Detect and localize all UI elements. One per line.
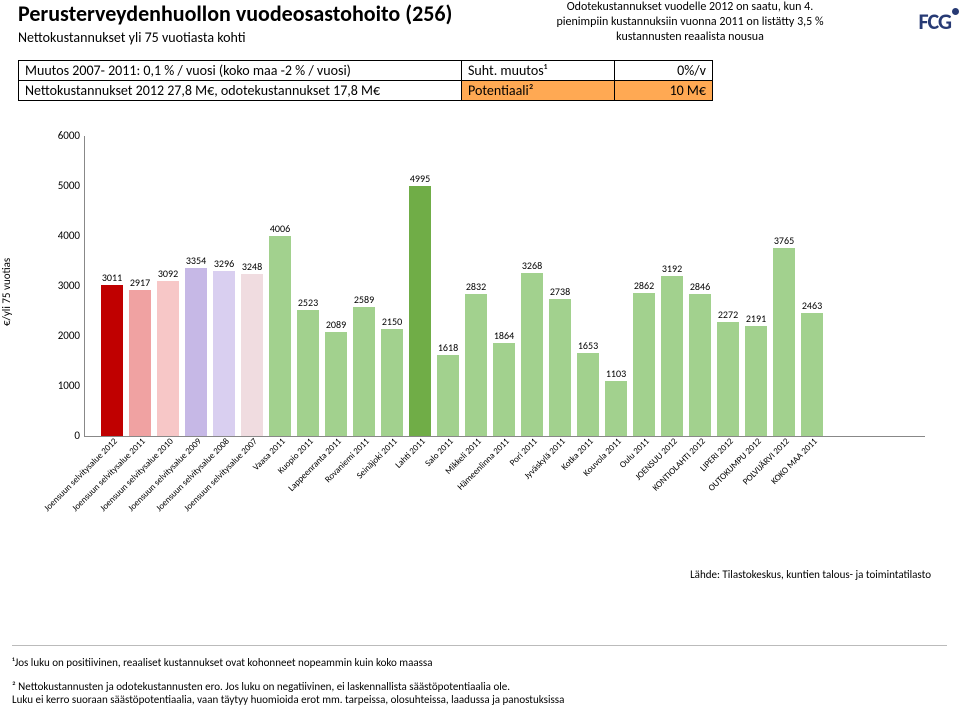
bar-value-label: 3296	[214, 257, 234, 270]
y-tick-label: 6000	[40, 129, 80, 142]
y-tick-label: 5000	[40, 179, 80, 192]
bar: 2191	[745, 326, 767, 436]
bar-value-label: 2089	[326, 318, 346, 331]
bar-value-label: 3011	[102, 271, 122, 284]
bar: 2272	[717, 322, 739, 436]
bar-value-label: 2832	[466, 280, 486, 293]
footnote-2a: ² Nettokustannusten ja odotekustannusten…	[12, 680, 947, 694]
bar-value-label: 1103	[606, 367, 626, 380]
metric-cell: Nettokustannukset 2012 27,8 M€, odotekus…	[19, 81, 462, 101]
y-tick-label: 1000	[40, 379, 80, 392]
y-tick-label: 2000	[40, 329, 80, 342]
bar: 2089	[325, 332, 347, 436]
bar-value-label: 2862	[634, 279, 654, 292]
bar: 2832	[465, 294, 487, 436]
y-tick-label: 0	[40, 429, 80, 442]
bar-value-label: 3092	[158, 267, 178, 280]
bar: 3296	[213, 271, 235, 436]
bar-value-label: 4006	[270, 222, 290, 235]
bar: 1653	[577, 353, 599, 436]
page-subtitle: Nettokustannukset yli 75 vuotiasta kohti	[18, 29, 452, 46]
page-title-block: Perusterveydenhuollon vuodeosastohoito (…	[18, 0, 452, 46]
bar-value-label: 3192	[662, 262, 682, 275]
bar: 2523	[297, 310, 319, 436]
source-text: Lähde: Tilastokeskus, kuntien talous- ja…	[690, 568, 931, 581]
bar-value-label: 2846	[690, 280, 710, 293]
bar-value-label: 2738	[550, 285, 570, 298]
bar-value-label: 2917	[130, 276, 150, 289]
metric-cell: Potentiaali²	[462, 81, 615, 101]
bar: 2589	[353, 307, 375, 436]
bar: 1103	[605, 381, 627, 436]
bar-chart: €/yli 75 vuotias 3011Joensuun selvitysal…	[26, 126, 936, 546]
bar: 2917	[129, 290, 151, 436]
bar-value-label: 2191	[746, 312, 766, 325]
bar: 3092	[157, 281, 179, 436]
bar: 3192	[661, 276, 683, 436]
bar-value-label: 2150	[382, 315, 402, 328]
bar: 3248	[241, 274, 263, 436]
page-title: Perusterveydenhuollon vuodeosastohoito (…	[18, 0, 452, 27]
bar: 4006	[269, 236, 291, 436]
metric-cell: 0%/v	[615, 61, 713, 81]
x-tick-label: Hämeenlinna 2011	[455, 436, 512, 493]
bar: 3765	[773, 248, 795, 436]
bar-value-label: 1618	[438, 341, 458, 354]
bar: 2463	[801, 313, 823, 436]
bar-value-label: 1864	[494, 329, 514, 342]
bar-value-label: 4995	[410, 172, 430, 185]
bar: 4995	[409, 186, 431, 436]
bar-value-label: 2589	[354, 293, 374, 306]
bar: 2846	[689, 294, 711, 436]
metric-cell: 10 M€	[615, 81, 713, 101]
bar-value-label: 3765	[774, 234, 794, 247]
bar-value-label: 1653	[578, 339, 598, 352]
y-tick-label: 3000	[40, 279, 80, 292]
topright-line: kustannusten reaalista nousua	[495, 30, 885, 45]
metric-table: Muutos 2007- 2011: 0,1 % / vuosi (koko m…	[18, 60, 713, 101]
metric-cell: Muutos 2007- 2011: 0,1 % / vuosi (koko m…	[19, 61, 462, 81]
bar-value-label: 2272	[718, 308, 738, 321]
brand-logo: FCG	[919, 8, 951, 35]
footnote-2b: Luku ei kerro suoraan säästöpotentiaalia…	[12, 693, 947, 707]
bar-value-label: 3248	[242, 260, 262, 273]
bar-value-label: 2523	[298, 296, 318, 309]
bar-value-label: 3268	[522, 259, 542, 272]
y-tick-label: 4000	[40, 229, 80, 242]
bar-value-label: 2463	[802, 299, 822, 312]
footnote-1: ¹Jos luku on positiivinen, reaaliset kus…	[12, 656, 947, 670]
bar: 2862	[633, 293, 655, 436]
y-axis-label: €/yli 75 vuotias	[0, 258, 13, 326]
bar: 3268	[521, 273, 543, 436]
topright-line: pienimpiin kustannuksiin vuonna 2011 on …	[495, 15, 885, 30]
bar: 2150	[381, 329, 403, 437]
plot-area: 3011Joensuun selvitysalue 20122917Joensu…	[84, 136, 925, 437]
footnotes: ¹Jos luku on positiivinen, reaaliset kus…	[12, 645, 947, 707]
metric-cell: Suht. muutos¹	[462, 61, 615, 81]
bar: 2738	[549, 299, 571, 436]
bar-value-label: 3354	[186, 254, 206, 267]
topright-info: Odotekustannukset vuodelle 2012 on saatu…	[495, 0, 885, 45]
bar: 3011	[101, 285, 123, 436]
bar: 1864	[493, 343, 515, 436]
bar: 1618	[437, 355, 459, 436]
bar: 3354	[185, 268, 207, 436]
brand-logo-dot	[952, 8, 959, 15]
topright-line: Odotekustannukset vuodelle 2012 on saatu…	[495, 0, 885, 15]
x-tick-label: Lahti 2011	[393, 436, 428, 471]
